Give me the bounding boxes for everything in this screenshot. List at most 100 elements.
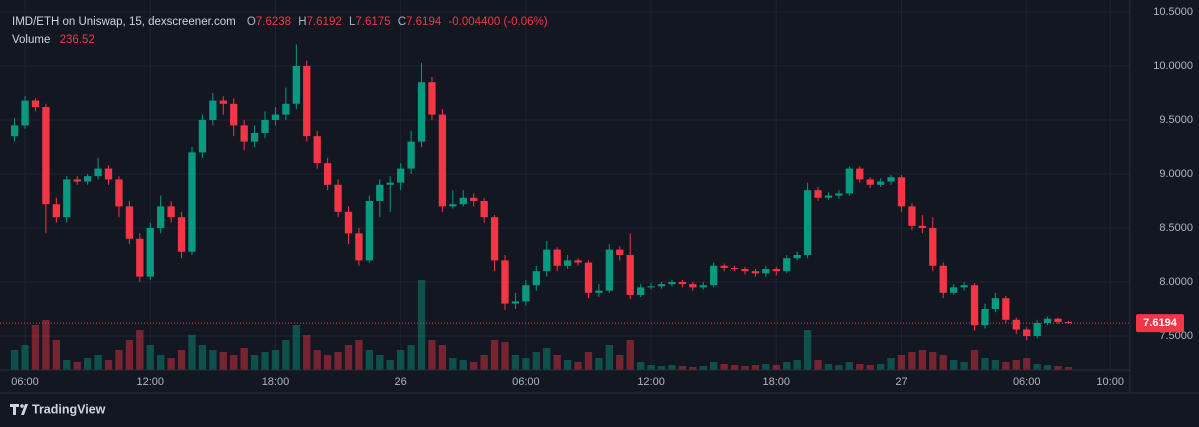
- header-line: IMD/ETH on Uniswap, 15, dexscreener.com …: [12, 16, 548, 28]
- candle-body: [376, 184, 384, 201]
- candle-body: [271, 114, 280, 120]
- volume-bar: [887, 358, 895, 370]
- volume-bar: [636, 362, 645, 370]
- volume-bar: [939, 355, 947, 370]
- y-tick-label: 7.5000: [1159, 330, 1193, 342]
- candle-body: [647, 286, 655, 288]
- volume-bar: [83, 358, 92, 370]
- x-tick-label: 18:00: [262, 376, 290, 388]
- volume-label: Volume: [12, 34, 50, 46]
- x-tick-label: 12:00: [637, 376, 665, 388]
- candle-body: [198, 119, 207, 153]
- volume-bar: [52, 340, 60, 370]
- volume-bar: [543, 348, 551, 370]
- volume-bar: [480, 355, 488, 370]
- candle-body: [584, 262, 593, 293]
- volume-bar: [668, 365, 676, 370]
- candle-body: [835, 193, 843, 196]
- candle-body: [230, 103, 238, 126]
- candle-body: [21, 100, 29, 126]
- volume-bar: [198, 345, 207, 370]
- candle-body: [939, 265, 947, 293]
- candle-body: [1012, 319, 1020, 330]
- candle-body: [720, 265, 728, 268]
- volume-bar: [772, 365, 780, 370]
- y-tick-label: 9.5000: [1159, 114, 1193, 126]
- candle-body: [532, 271, 540, 286]
- candle-body: [950, 287, 958, 293]
- x-tick-label: 06:00: [11, 376, 39, 388]
- x-tick-label: 06:00: [512, 376, 540, 388]
- volume-bar: [793, 360, 801, 370]
- candle-body: [146, 227, 154, 277]
- candle-body: [480, 200, 488, 218]
- candle-body: [303, 65, 311, 137]
- volume-bar: [866, 365, 874, 370]
- candle-body: [783, 258, 791, 272]
- candle-body: [616, 249, 624, 255]
- candle-body: [115, 179, 123, 207]
- candle-body: [42, 107, 50, 205]
- candle-body: [136, 238, 144, 277]
- candle-body: [918, 225, 927, 228]
- candle-body: [1043, 318, 1052, 324]
- volume-bar: [762, 364, 770, 370]
- last-price-label: 7.6194: [1143, 317, 1178, 329]
- volume-bar: [751, 365, 760, 370]
- candle-body: [668, 281, 676, 285]
- candle-body: [1033, 323, 1041, 336]
- volume-bar: [240, 348, 248, 370]
- volume-bar: [626, 340, 634, 370]
- candle-body: [417, 82, 426, 142]
- volume-bar: [730, 365, 739, 370]
- volume-bar: [835, 365, 843, 370]
- volume-bar: [1054, 366, 1062, 370]
- volume-bar: [741, 366, 749, 370]
- candle-body: [52, 204, 60, 218]
- volume-bar: [417, 280, 426, 370]
- candle-body: [188, 152, 196, 252]
- x-tick-label: 27: [895, 376, 907, 388]
- y-tick-label: 10.0000: [1153, 60, 1193, 72]
- volume-bar: [470, 362, 478, 370]
- candle-body: [428, 82, 436, 115]
- y-tick-label: 8.5000: [1159, 222, 1193, 234]
- volume-bar: [386, 360, 394, 370]
- candle-body: [793, 254, 801, 259]
- volume-bar: [376, 355, 384, 370]
- volume-bar: [136, 330, 144, 370]
- candle-body: [866, 179, 874, 185]
- candle-body: [323, 163, 332, 185]
- volume-bar: [313, 350, 321, 370]
- volume-bar: [355, 340, 363, 370]
- volume-bar: [230, 355, 238, 370]
- candle-body: [908, 206, 916, 226]
- volume-layer: [10, 280, 1073, 370]
- candle-body: [897, 177, 906, 207]
- volume-bar: [918, 350, 927, 370]
- brand: TradingView: [32, 402, 106, 416]
- candle-body: [751, 271, 760, 274]
- volume-bar: [1033, 364, 1041, 370]
- candle-body: [125, 206, 134, 239]
- candle-body: [657, 284, 666, 287]
- candle-body: [459, 197, 467, 205]
- volume-bar: [605, 345, 613, 370]
- candle-body: [699, 285, 707, 288]
- volume-bar: [970, 350, 979, 370]
- volume-bar: [115, 350, 123, 370]
- volume-bar: [501, 342, 509, 370]
- volume-bar: [929, 352, 937, 370]
- candle-body: [803, 190, 812, 255]
- candle-body: [511, 301, 520, 304]
- candle-body: [313, 136, 321, 164]
- logo-v: [21, 404, 28, 415]
- volume-bar: [803, 330, 812, 370]
- ohlc-value: 7.6194: [406, 16, 442, 28]
- volume-bar: [157, 355, 165, 370]
- candle-body: [449, 204, 457, 207]
- candle-body: [762, 269, 770, 274]
- volume-bar: [710, 362, 718, 370]
- candle-body: [157, 206, 165, 228]
